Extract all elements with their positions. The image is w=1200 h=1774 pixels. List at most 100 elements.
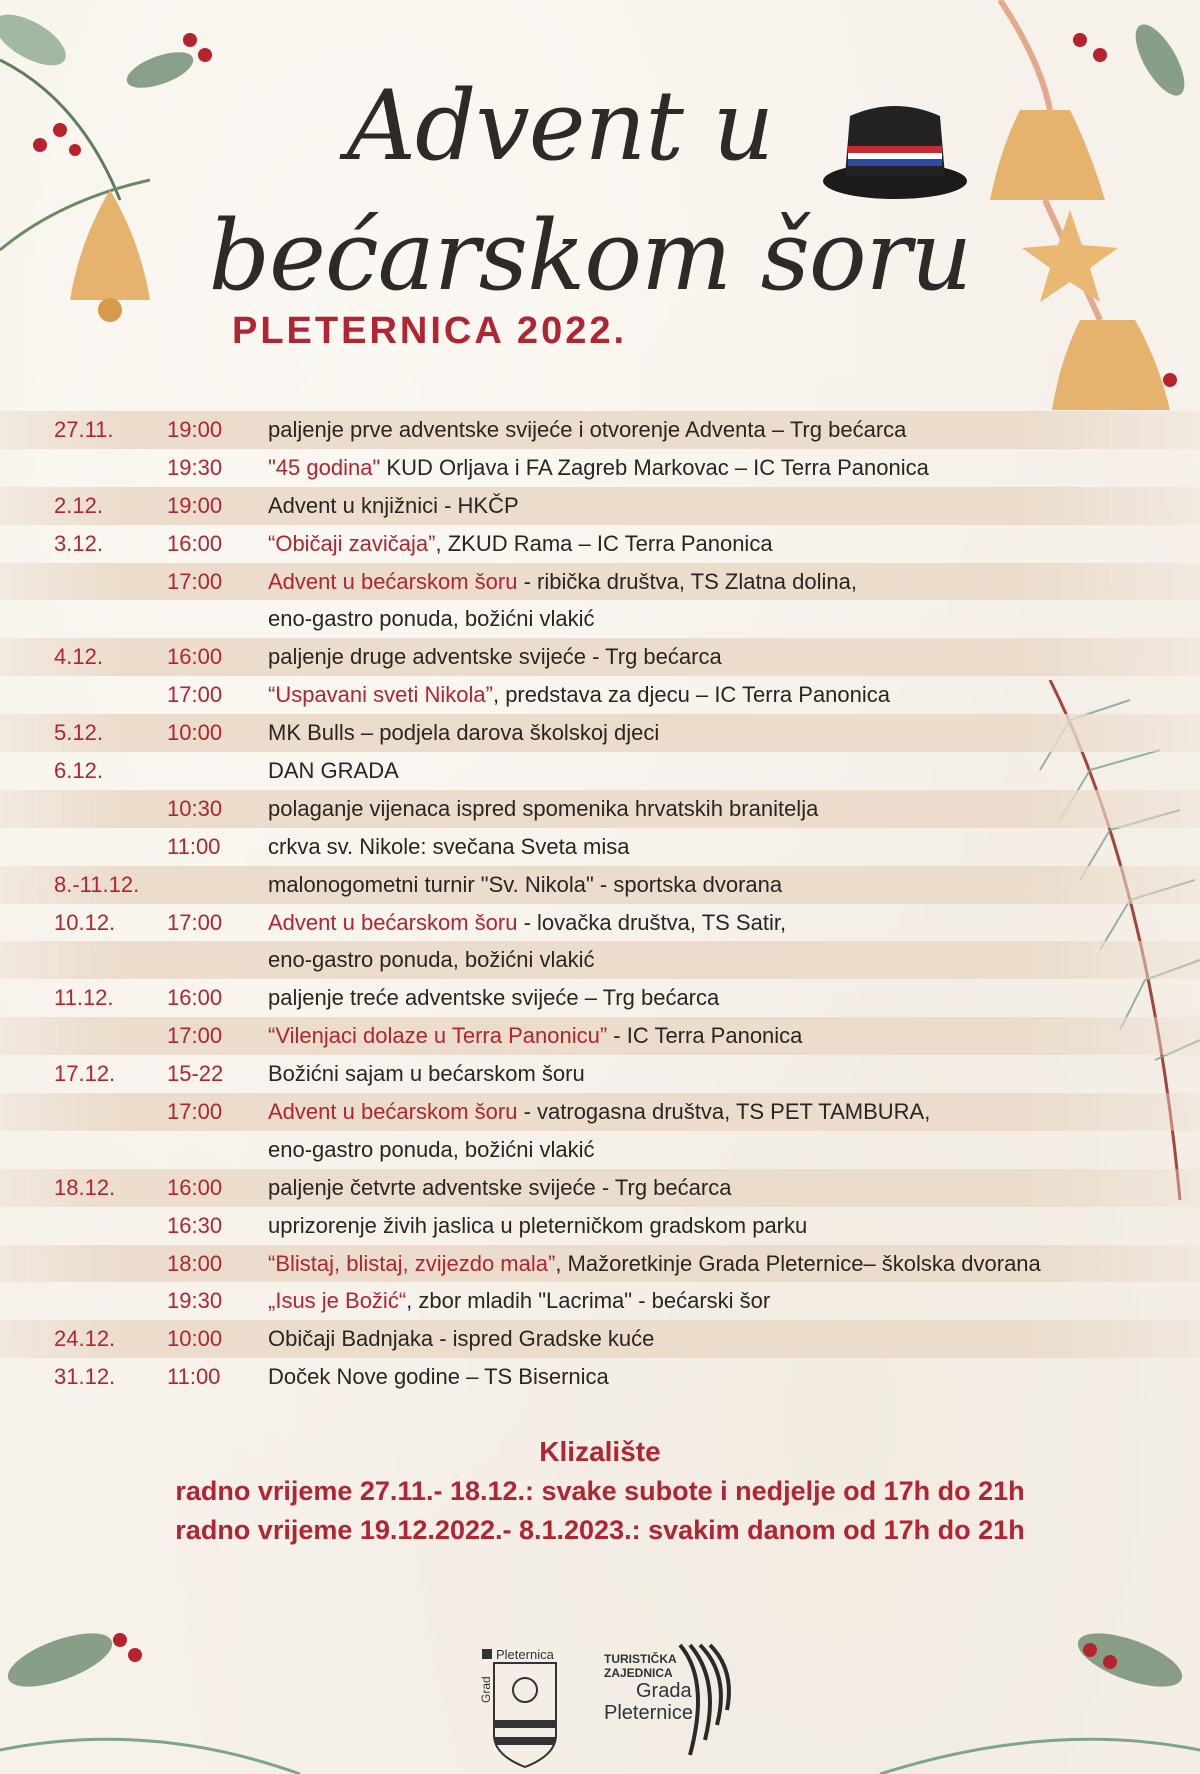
- tourism-board-logo: TURISTIČKA ZAJEDNICA Grada Pleternice: [604, 1652, 693, 1724]
- event-date: 27.11.: [54, 417, 114, 442]
- event-time: 19:00: [167, 417, 223, 442]
- event-text: KUD Orljava i FA Zagreb Markovac – IC Te…: [380, 454, 929, 480]
- event-text: DAN GRADA: [268, 758, 399, 784]
- schedule-row: 19:30 „Isus je Božić“, zbor mladih "Lacri…: [0, 1282, 1200, 1320]
- schedule-row: 8.-11.12. malonogometni turnir "Sv. Nikol…: [0, 865, 1200, 904]
- event-description: paljenje četvrte adventske svijeće - Trg…: [268, 1169, 731, 1207]
- event-description: Advent u bećarskom šoru - vatrogasna dru…: [268, 1093, 930, 1131]
- event-description: polaganje vijenaca ispred spomenika hrva…: [268, 790, 818, 828]
- event-text: malonogometni turnir "Sv. Nikola" - spor…: [268, 871, 783, 897]
- schedule-row: 27.11. 19:00 paljenje prve adventske svije…: [0, 411, 1200, 449]
- event-time: 17:00: [167, 909, 223, 935]
- event-description: malonogometni turnir "Sv. Nikola" - spor…: [268, 866, 782, 904]
- event-time: 18:00: [167, 1250, 223, 1276]
- event-date: 3.12.: [54, 530, 103, 556]
- event-date: 24.12.: [54, 1326, 116, 1352]
- event-date: 6.12.: [54, 758, 103, 784]
- event-text: Običaji Badnjaka - ispred Gradske kuće: [268, 1326, 655, 1352]
- schedule-row: 18:00 “Blistaj, blistaj, zvijezdo mala”, …: [0, 1244, 1200, 1283]
- schedule-row: 2.12. 19:00 Advent u knjižnici - HKČP: [0, 486, 1200, 525]
- event-date: 4.12.: [54, 644, 103, 670]
- event-text: eno-gastro ponuda, božićni vlakić: [268, 1136, 595, 1162]
- event-highlight: “Običaji zavičaja”: [268, 530, 436, 556]
- event-description: crkva sv. Nikole: svečana Sveta misa: [268, 828, 630, 866]
- event-time: 15-22: [167, 1061, 224, 1087]
- event-description: paljenje druge adventske svijeće - Trg b…: [268, 638, 722, 676]
- logo-city-word: Pleternica: [496, 1647, 555, 1662]
- event-text: - vatrogasna društva, TS PET TAMBURA,: [517, 1099, 931, 1125]
- event-text: , zbor mladih "Lacrima" - bećarski šor: [406, 1288, 771, 1314]
- event-description: MK Bulls – podjela darova školskoj djeci: [268, 714, 659, 752]
- event-text: polaganje vijenaca ispred spomenika hrva…: [268, 795, 819, 821]
- event-text: - ribička društva, TS Zlatna dolina,: [517, 568, 857, 594]
- event-date: 10.12.: [54, 909, 116, 935]
- schedule-row: 10.12. 17:00 Advent u bećarskom šoru - lov…: [0, 904, 1200, 942]
- schedule-row: 5.12. 10:00 MK Bulls – podjela darova škol…: [0, 714, 1200, 753]
- event-highlight: Advent u bećarskom šoru: [268, 909, 518, 935]
- schedule-row: eno-gastro ponuda, božićni vlakić: [0, 941, 1200, 980]
- tourism-wave-mark-icon: [678, 1643, 731, 1756]
- event-date: 11.12.: [54, 985, 114, 1011]
- event-highlight: "45 godina": [268, 454, 381, 480]
- schedule-row: 3.12. 16:00 “Običaji zavičaja”, ZKUD Rama …: [0, 525, 1200, 563]
- event-highlight: Advent u bećarskom šoru: [268, 568, 518, 594]
- schedule-row: 11.12. 16:00 paljenje treće adventske svij…: [0, 979, 1200, 1017]
- event-description: Doček Nove godine – TS Bisernica: [268, 1358, 609, 1396]
- event-date: 8.-11.12.: [54, 871, 140, 897]
- event-description: Advent u knjižnici - HKČP: [268, 487, 519, 525]
- event-description: Božićni sajam u bećarskom šoru: [268, 1055, 585, 1093]
- schedule-row: 17:00 Advent u bećarskom šoru - ribička d…: [0, 562, 1200, 601]
- event-description: “Blistaj, blistaj, zvijezdo mala”, Mažor…: [268, 1245, 1041, 1283]
- event-date: 2.12.: [54, 492, 103, 518]
- event-time: 17:00: [167, 568, 223, 594]
- event-time: 10:00: [167, 1326, 223, 1352]
- event-text: , predstava za djecu – IC Terra Panonica: [492, 682, 891, 708]
- event-description: "45 godina" KUD Orljava i FA Zagreb Mark…: [268, 449, 929, 487]
- event-text: , Mažoretkinje Grada Pleternice– školska…: [555, 1250, 1041, 1276]
- event-description: “Uspavani sveti Nikola”, predstava za dj…: [268, 676, 890, 714]
- event-description: eno-gastro ponuda, božićni vlakić: [268, 600, 595, 638]
- event-text: paljenje četvrte adventske svijeće - Trg…: [268, 1174, 732, 1200]
- event-time: 16:30: [167, 1212, 223, 1238]
- logo-tourism-line4: Pleternice: [604, 1702, 693, 1724]
- event-time: 16:00: [167, 644, 223, 670]
- event-text: crkva sv. Nikole: svečana Sveta misa: [268, 833, 630, 859]
- event-date: 17.12.: [54, 1061, 116, 1087]
- schedule-row: eno-gastro ponuda, božićni vlakić: [0, 600, 1200, 638]
- holly-decoration-bottom: [0, 1633, 1200, 1774]
- event-text: paljenje druge adventske svijeće - Trg b…: [268, 644, 722, 670]
- event-highlight: „Isus je Božić“: [268, 1288, 407, 1314]
- schedule-row: 16:30 uprizorenje živih jaslica u pletern…: [0, 1207, 1200, 1245]
- event-time: 19:00: [167, 492, 223, 518]
- event-description: Advent u bećarskom šoru - ribička društv…: [268, 563, 857, 601]
- skating-hours-1: radno vrijeme 27.11.- 18.12.: svake subo…: [175, 1476, 1025, 1506]
- event-text: - lovačka društva, TS Satir,: [517, 909, 787, 935]
- event-text: , ZKUD Rama – IC Terra Panonica: [435, 530, 773, 556]
- schedule-row: 10:30 polaganje vijenaca ispred spomenika…: [0, 789, 1200, 828]
- event-description: “Običaji zavičaja”, ZKUD Rama – IC Terra…: [268, 525, 773, 563]
- schedule-row: 19:30 "45 godina" KUD Orljava i FA Zagreb…: [0, 449, 1200, 487]
- event-description: paljenje treće adventske svijeće – Trg b…: [268, 979, 719, 1017]
- city-coat-of-arms-logo: Pleternica Grad: [479, 1647, 557, 1769]
- hat-icon: [823, 106, 967, 199]
- event-description: “Vilenjaci dolaze u Terra Panonicu” - IC…: [268, 1017, 802, 1055]
- event-text: MK Bulls – podjela darova školskoj djeci: [268, 720, 660, 746]
- event-highlight: Advent u bećarskom šoru: [268, 1099, 518, 1125]
- event-time: 11:00: [167, 1364, 221, 1390]
- schedule-row: 17:00 “Vilenjaci dolaze u Terra Panonicu”…: [0, 1017, 1200, 1056]
- event-description: Običaji Badnjaka - ispred Gradske kuće: [268, 1320, 654, 1358]
- schedule-row: 31.12. 11:00 Doček Nove godine – TS Bisern…: [0, 1358, 1200, 1396]
- event-text: Doček Nove godine – TS Bisernica: [268, 1364, 609, 1390]
- schedule-row: 17:00 Advent u bećarskom šoru - vatrogasn…: [0, 1093, 1200, 1131]
- logo-tourism-line3: Grada: [636, 1680, 692, 1702]
- skating-hours-2: radno vrijeme 19.12.2022.- 8.1.2023.: sv…: [175, 1515, 1025, 1545]
- event-description: DAN GRADA: [268, 752, 399, 790]
- bells-decoration-top-right: [990, 0, 1185, 410]
- event-text: paljenje treće adventske svijeće – Trg b…: [268, 985, 720, 1011]
- event-time: 16:00: [167, 1174, 223, 1200]
- event-highlight: “Vilenjaci dolaze u Terra Panonicu”: [268, 1023, 608, 1049]
- event-time: 10:30: [167, 795, 223, 821]
- event-time: 10:00: [167, 720, 223, 746]
- holly-decoration-top-left: [0, 14, 212, 322]
- event-date: 5.12.: [54, 720, 103, 746]
